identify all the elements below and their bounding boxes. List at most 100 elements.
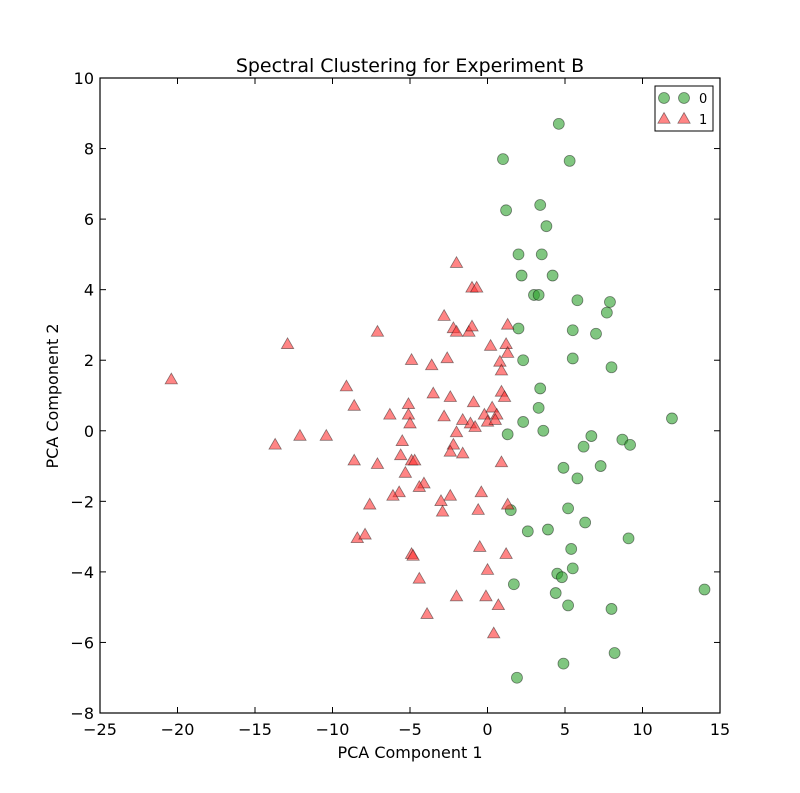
x-tick-label: −5 (398, 720, 422, 739)
data-point-series-1-2 (469, 280, 484, 293)
data-point-series-1-63 (500, 497, 515, 510)
plot-points (164, 117, 711, 684)
y-tick-label: 8 (84, 140, 94, 159)
data-point-series-0-12 (571, 294, 584, 307)
data-point-series-1-26 (466, 395, 481, 408)
data-point-series-1-54 (398, 465, 413, 478)
data-point-series-0-39 (622, 532, 635, 545)
legend-label-1: 1 (699, 113, 707, 128)
data-point-series-1-53 (494, 455, 509, 468)
data-point-series-0-48 (605, 603, 618, 615)
data-point-series-0-20 (605, 361, 618, 374)
data-point-series-0-1 (497, 153, 509, 166)
data-point-series-1-16 (500, 345, 515, 358)
data-point-series-0-38 (521, 525, 534, 538)
data-point-series-1-43 (268, 437, 283, 450)
data-point-series-0-34 (562, 502, 574, 515)
data-point-series-1-59 (443, 488, 458, 501)
data-point-series-0-21 (534, 382, 547, 395)
legend-entries: 01 (657, 92, 707, 128)
data-point-series-1-24 (497, 389, 512, 402)
y-tick-label: −4 (70, 563, 94, 582)
data-point-series-1-39 (488, 412, 503, 425)
x-tick-label: −20 (161, 720, 195, 739)
data-point-series-1-44 (395, 434, 410, 446)
data-point-series-1-10 (280, 337, 295, 349)
data-point-series-0-51 (511, 671, 523, 684)
data-point-series-0-36 (579, 516, 592, 529)
data-point-series-1-41 (293, 428, 307, 441)
data-point-series-0-27 (585, 430, 598, 442)
data-point-series-1-29 (401, 407, 416, 420)
data-point-series-1-15 (493, 354, 507, 367)
x-tick-label: −25 (83, 720, 117, 739)
legend-marker-1 (677, 111, 691, 124)
data-point-series-1-11 (483, 338, 498, 351)
y-tick-label: −6 (70, 633, 94, 652)
x-tick-label: −10 (316, 720, 350, 739)
chart-title: Spectral Clustering for Experiment B (236, 55, 584, 77)
data-point-series-0-47 (562, 599, 574, 612)
data-point-series-1-52 (370, 456, 385, 469)
data-point-series-0-7 (535, 248, 548, 261)
data-point-series-0-46 (698, 583, 711, 596)
data-point-series-1-68 (358, 527, 372, 540)
data-point-series-0-31 (557, 461, 570, 474)
data-point-series-1-77 (420, 606, 434, 619)
data-point-series-0-11 (532, 289, 545, 301)
legend-marker-0 (678, 92, 690, 104)
x-tick-label: 15 (710, 720, 730, 739)
data-point-series-1-58 (386, 488, 400, 501)
data-point-series-0-40 (565, 543, 578, 555)
x-tick-label: −15 (238, 720, 272, 739)
data-point-series-1-34 (403, 416, 417, 429)
data-point-series-1-65 (435, 504, 450, 517)
data-point-series-0-17 (590, 327, 602, 340)
data-point-series-1-46 (455, 446, 470, 459)
data-point-series-0-9 (546, 269, 559, 282)
y-tick-label: 0 (84, 422, 94, 441)
data-point-series-1-75 (479, 589, 493, 602)
data-point-series-0-28 (616, 433, 629, 446)
data-point-series-1-62 (434, 494, 448, 506)
data-point-series-0-14 (600, 306, 613, 319)
y-tick-label: 6 (84, 210, 94, 229)
data-point-series-1-28 (382, 407, 397, 420)
data-point-series-1-72 (480, 562, 495, 575)
data-point-series-0-41 (566, 562, 579, 575)
y-tick-label: 10 (74, 69, 94, 88)
data-point-series-0-15 (512, 322, 525, 335)
data-point-series-1-32 (485, 400, 500, 413)
data-point-series-1-21 (426, 386, 441, 399)
data-point-series-0-23 (666, 412, 678, 425)
data-point-series-1-60 (474, 485, 489, 498)
data-point-series-1-18 (494, 363, 509, 376)
x-tick-label: 10 (632, 720, 652, 739)
data-point-series-1-13 (404, 352, 419, 365)
y-tick-label: −2 (70, 492, 94, 511)
data-point-series-0-6 (512, 248, 525, 261)
data-point-series-1-14 (440, 351, 455, 364)
data-point-series-1-57 (392, 485, 407, 498)
legend-label-0: 0 (699, 92, 707, 107)
data-point-series-0-19 (566, 352, 579, 365)
data-point-series-1-9 (500, 317, 515, 330)
data-point-series-0-32 (594, 460, 607, 472)
data-point-series-1-6 (449, 324, 464, 337)
data-point-series-0-50 (557, 657, 570, 670)
x-axis-label: PCA Component 1 (337, 743, 482, 762)
data-point-series-0-26 (537, 424, 550, 437)
data-point-series-1-12 (499, 337, 513, 349)
data-point-series-1-47 (443, 444, 458, 457)
data-point-series-1-48 (393, 448, 408, 461)
data-point-series-1-19 (164, 372, 179, 385)
legend-marker-1 (657, 111, 671, 124)
data-point-series-1-70 (406, 548, 420, 561)
data-point-series-1-40 (449, 425, 464, 438)
data-point-series-0-22 (532, 401, 545, 414)
data-point-series-0-33 (571, 472, 584, 485)
data-point-series-1-61 (362, 497, 377, 510)
data-point-series-1-74 (449, 589, 464, 602)
data-point-series-0-4 (534, 199, 547, 211)
